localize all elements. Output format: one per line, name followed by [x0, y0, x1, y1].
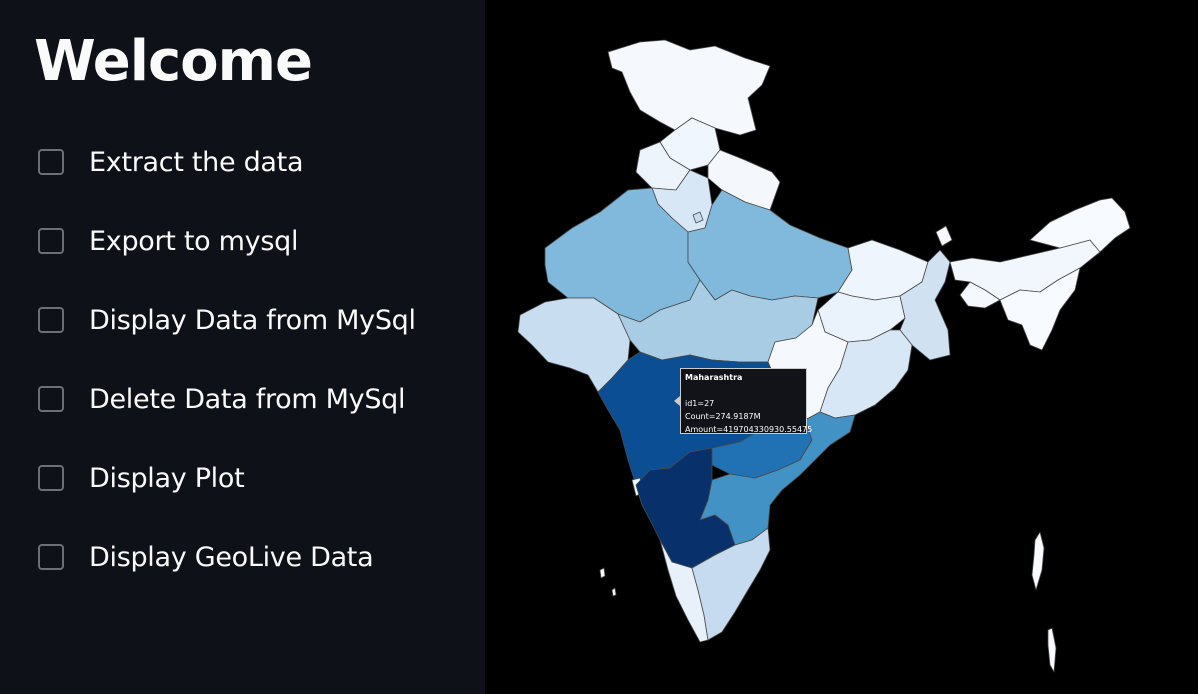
- sidebar: Welcome Extract the data Export to mysql…: [0, 0, 485, 694]
- tooltip-state: Maharashtra: [685, 373, 743, 382]
- page-title: Welcome: [34, 29, 313, 94]
- region-lakshadweep-2: [611, 587, 617, 597]
- checkbox-square-icon[interactable]: [38, 307, 64, 333]
- delete-data-mysql-checkbox[interactable]: Delete Data from MySql: [38, 382, 406, 416]
- checkbox-square-icon[interactable]: [38, 386, 64, 412]
- display-data-mysql-checkbox[interactable]: Display Data from MySql: [38, 303, 416, 337]
- region-lakshadweep: [599, 567, 606, 579]
- display-plot-checkbox[interactable]: Display Plot: [38, 461, 245, 495]
- checkbox-label: Display Data from MySql: [89, 304, 416, 336]
- hover-tooltip: Maharashtra id1=27 Count=274.9187M Amoun…: [680, 368, 813, 434]
- region-tamil-nadu: [691, 527, 771, 641]
- tooltip-amount: Amount=419704330930.55475: [685, 425, 813, 434]
- checkbox-label: Delete Data from MySql: [89, 383, 406, 415]
- region-west-bengal: [899, 249, 951, 361]
- map-svg: [517, 39, 1131, 673]
- checkbox-label: Extract the data: [89, 146, 304, 178]
- export-mysql-checkbox[interactable]: Export to mysql: [38, 224, 298, 258]
- region-nicobar: [1047, 627, 1057, 673]
- region-delhi: [692, 211, 704, 224]
- region-andaman: [1031, 531, 1045, 591]
- checkbox-square-icon[interactable]: [38, 544, 64, 570]
- region-jammu-kashmir: [607, 39, 771, 136]
- checkbox-label: Display Plot: [89, 462, 245, 494]
- region-sikkim: [935, 225, 953, 247]
- checkbox-square-icon[interactable]: [38, 465, 64, 491]
- region-northeast-small: [999, 267, 1081, 351]
- extract-data-checkbox[interactable]: Extract the data: [38, 145, 304, 179]
- checkbox-label: Export to mysql: [89, 225, 299, 257]
- tooltip-id: id1=27: [685, 399, 715, 408]
- checkbox-label: Display GeoLive Data: [89, 541, 374, 573]
- display-geolive-checkbox[interactable]: Display GeoLive Data: [38, 540, 374, 574]
- region-arunachal-pradesh: [1029, 197, 1131, 253]
- region-meghalaya: [959, 281, 1001, 309]
- india-choropleth-map[interactable]: [485, 0, 1198, 694]
- checkbox-square-icon[interactable]: [38, 228, 64, 254]
- region-odisha: [819, 329, 913, 419]
- checkbox-square-icon[interactable]: [38, 149, 64, 175]
- tooltip-arrow-icon: [674, 396, 680, 406]
- tooltip-count: Count=274.9187M: [685, 412, 761, 421]
